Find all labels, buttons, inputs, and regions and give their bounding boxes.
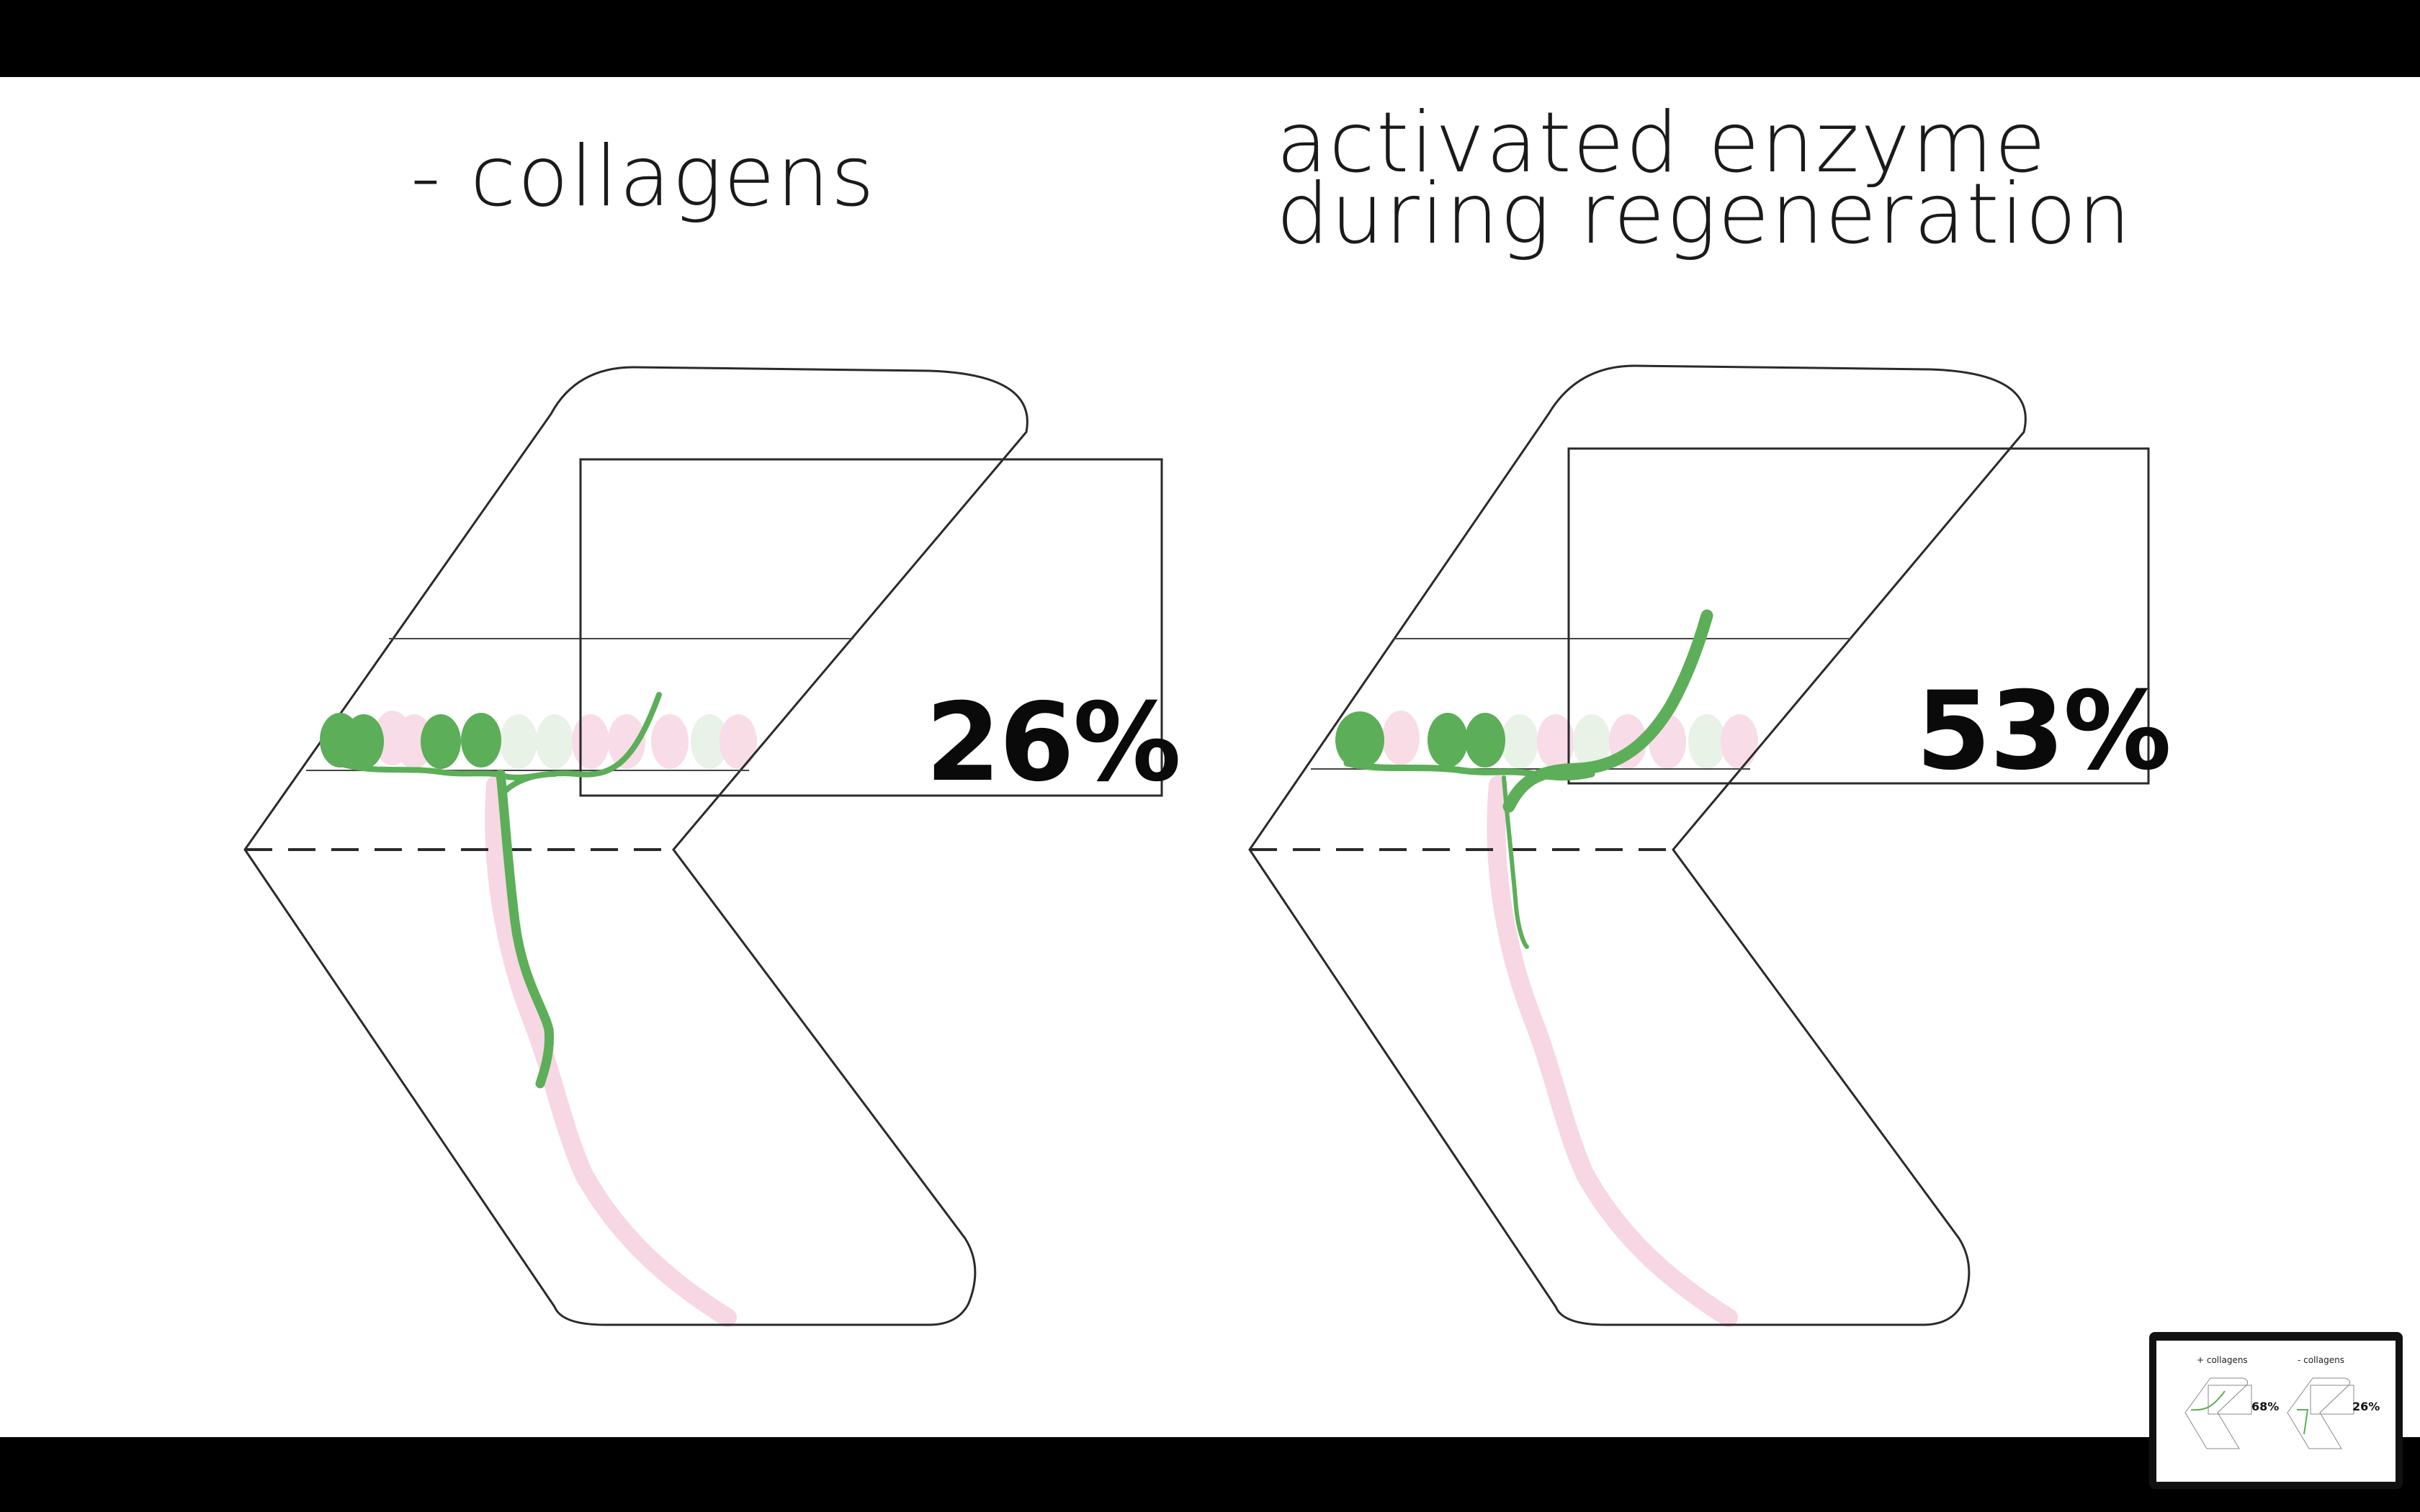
- thumbnail-left-percent: 68%: [2251, 1400, 2280, 1413]
- left-panel-diagram: [243, 366, 1163, 1327]
- thumbnail-diagram: [2184, 1377, 2354, 1449]
- left-inset-box: [579, 458, 1163, 797]
- right-green-neurons: [1335, 711, 1505, 769]
- left-percent-label: 26%: [926, 680, 1181, 806]
- right-green-axon-regenerating: [1502, 609, 1713, 813]
- left-green-neurons: [320, 713, 501, 769]
- right-inset-box: [1567, 447, 2150, 785]
- thumbnail-slide: + collagens - collagens 68% 26%: [2156, 1341, 2396, 1482]
- diagram-canvas: [243, 364, 2150, 1327]
- left-green-axon-branch: [501, 771, 557, 795]
- right-ghost-axon: [1487, 775, 1738, 1327]
- slide: - collagens activated enzyme during rege…: [0, 77, 2420, 1437]
- right-panel-title-line1: activated enzyme: [1276, 94, 2048, 192]
- thumbnail-right-percent: 26%: [2352, 1400, 2380, 1413]
- right-green-axon-horizontal: [1343, 760, 1595, 780]
- right-percent-label: 53%: [1916, 669, 2172, 794]
- left-chevron-outline: [243, 366, 1028, 1326]
- left-panel-title: - collagens: [411, 128, 876, 225]
- letterbox-bottom: [0, 1437, 2420, 1512]
- slide-thumbnail-preview[interactable]: + collagens - collagens 68% 26%: [2149, 1332, 2403, 1489]
- right-panel-title-line2: during regeneration: [1276, 166, 2133, 263]
- left-green-axon-vertical: [496, 769, 555, 1089]
- right-panel-diagram: [1248, 364, 2150, 1327]
- left-ghost-cells: [374, 711, 757, 769]
- right-green-axon-vertical: [1502, 775, 1529, 949]
- thumbnail-right-title: - collagens: [2298, 1355, 2344, 1365]
- left-green-axon-horizontal: [336, 692, 662, 780]
- right-chevron-outline: [1248, 364, 2027, 1326]
- left-ghost-axon: [485, 775, 737, 1327]
- letterbox-top: [0, 0, 2420, 77]
- thumbnail-left-title: + collagens: [2197, 1355, 2248, 1365]
